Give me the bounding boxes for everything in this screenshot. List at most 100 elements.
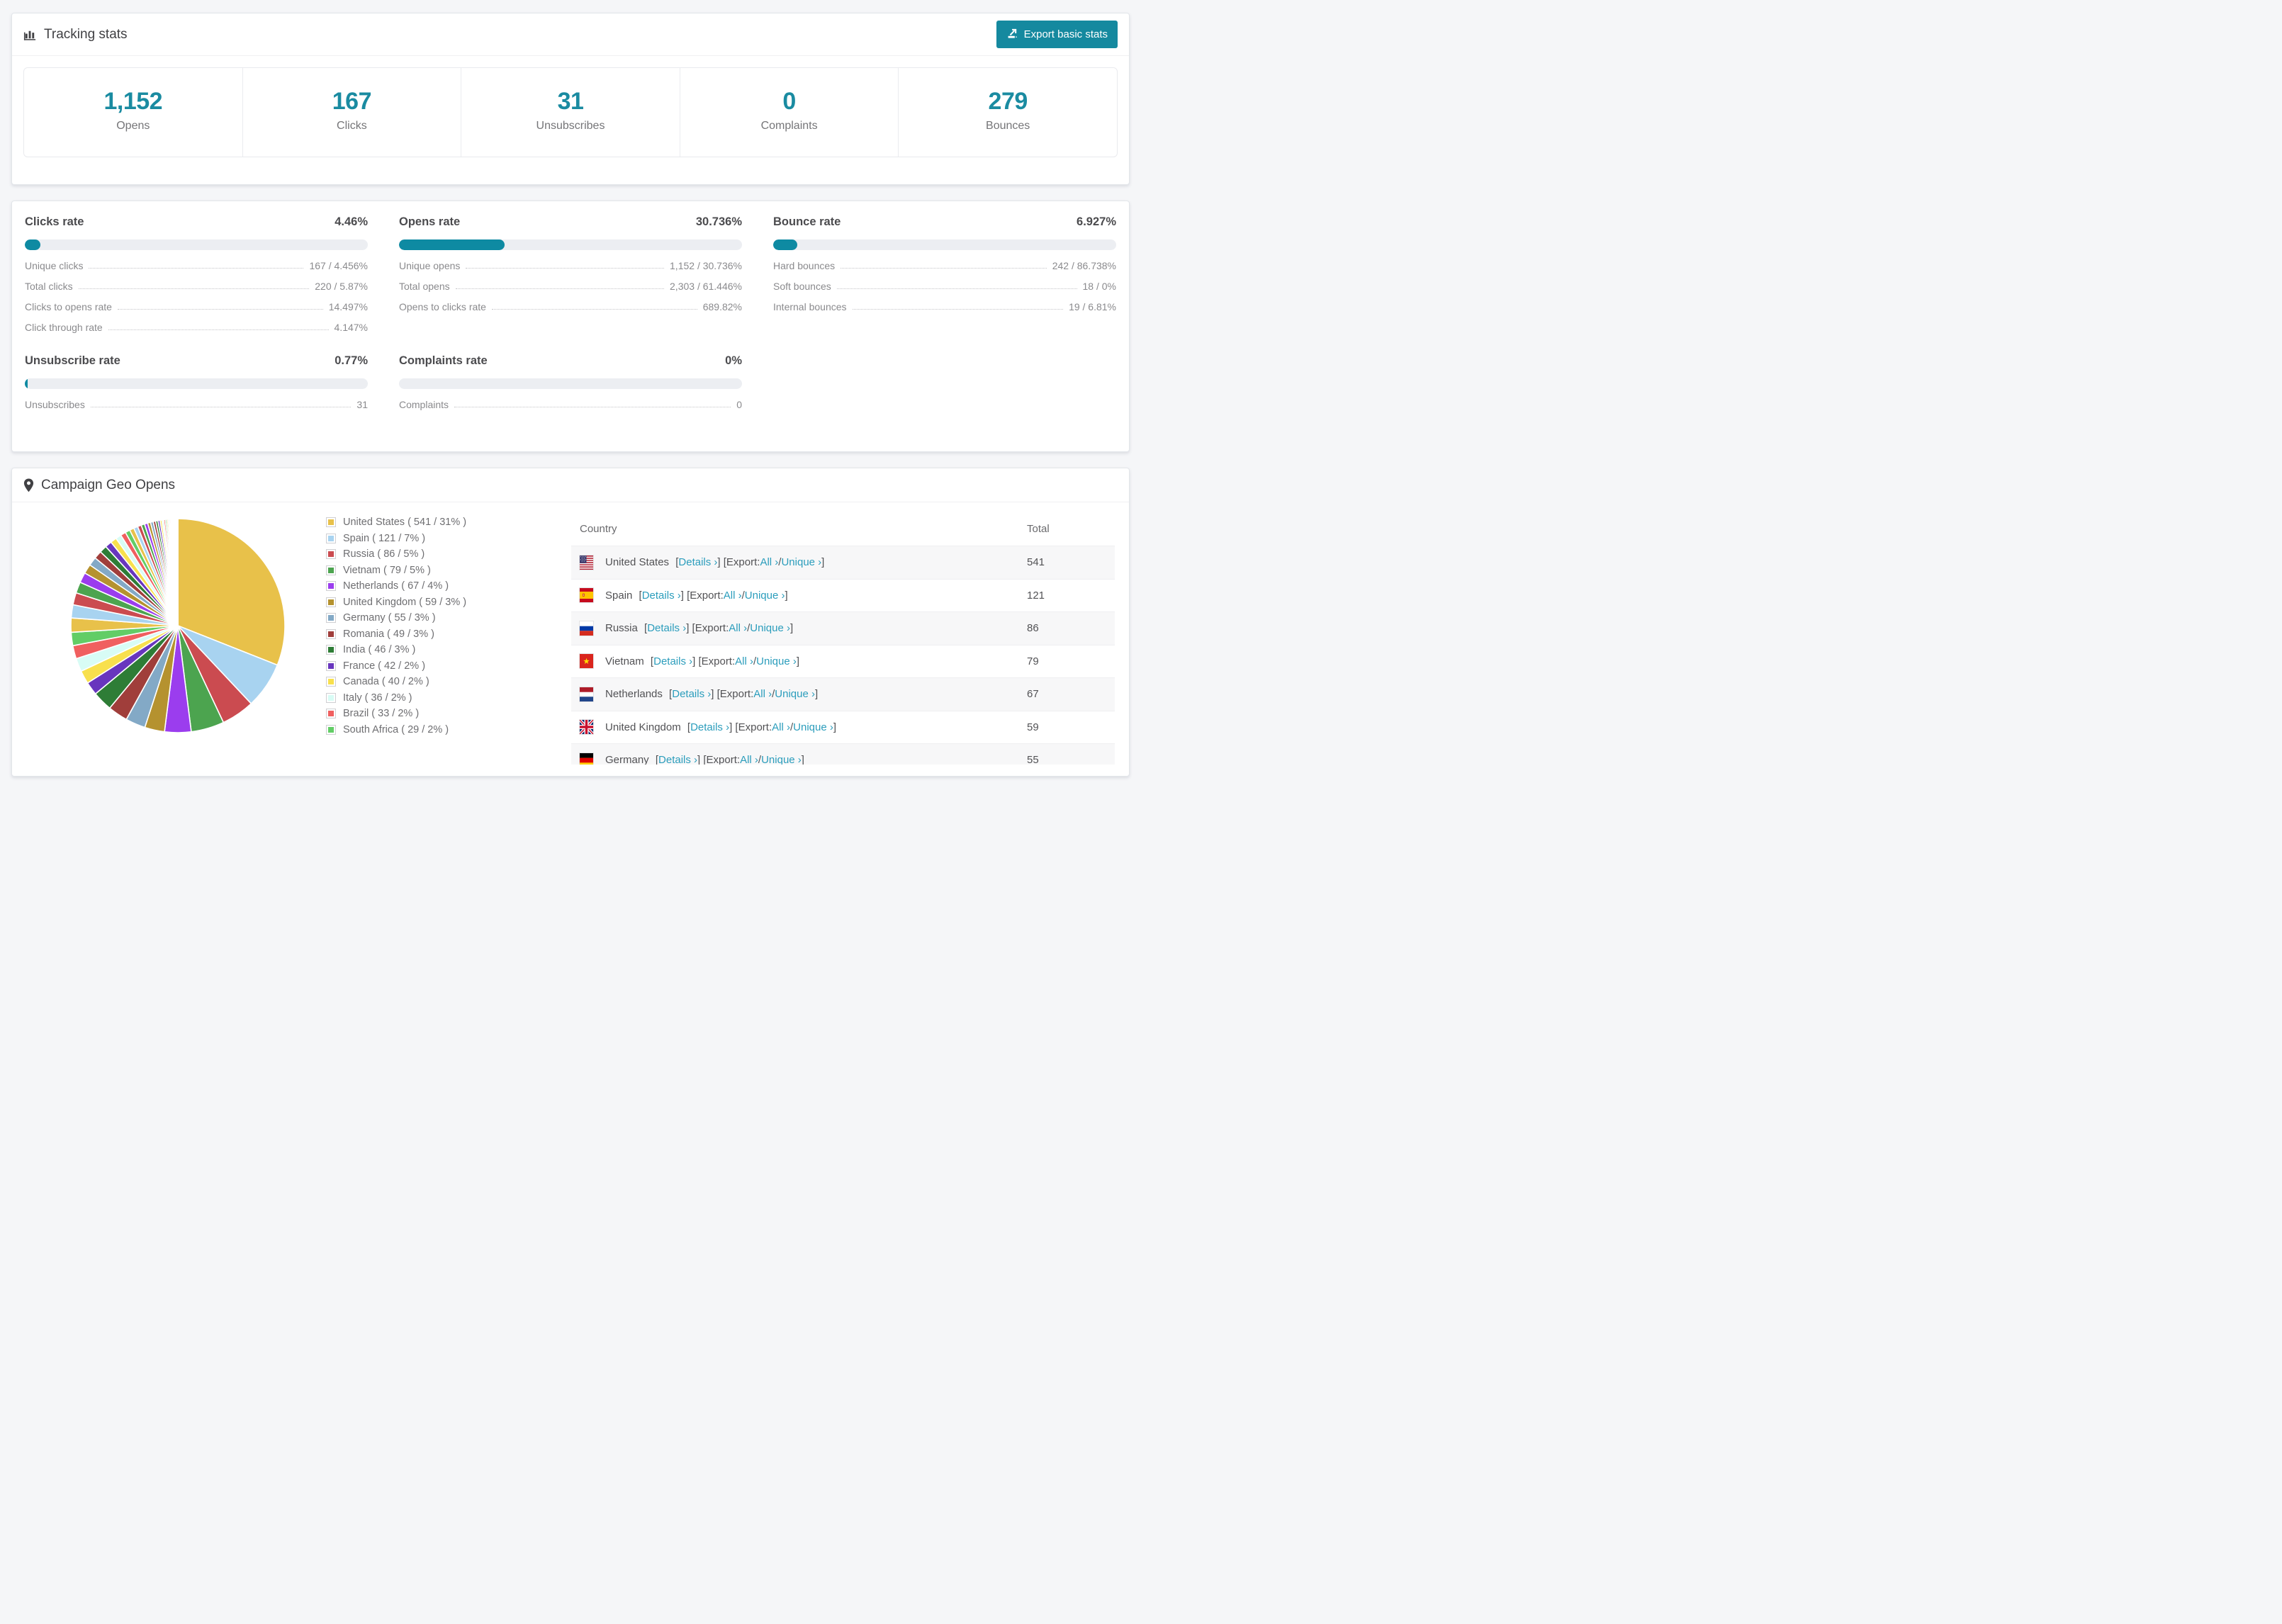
legend-item-united-states[interactable]: United States ( 541 / 31% ): [327, 517, 505, 528]
country-total: 55: [1027, 754, 1039, 765]
country-total: 541: [1027, 556, 1045, 569]
legend-item-romania[interactable]: Romania ( 49 / 3% ): [327, 628, 505, 640]
geo-opens-header: Campaign Geo Opens: [12, 468, 1129, 502]
dotted-leader: [836, 288, 1077, 289]
export-all-link[interactable]: All ›: [735, 655, 753, 667]
export-all-link[interactable]: All ›: [723, 589, 742, 602]
rate-section-complaints-rate: Complaints rate 0% Complaints 0: [399, 354, 742, 410]
legend-item-netherlands[interactable]: Netherlands ( 67 / 4% ): [327, 580, 505, 592]
details-link[interactable]: Details ›: [672, 688, 712, 701]
metric-value: 1,152 / 30.736%: [670, 260, 742, 271]
legend-label: Russia ( 86 / 5% ): [343, 548, 425, 560]
progress-bar: [25, 378, 368, 389]
rate-title: Complaints rate: [399, 354, 488, 367]
country-total: 59: [1027, 721, 1039, 733]
export-unique-link[interactable]: Unique ›: [781, 556, 822, 569]
legend-item-india[interactable]: India ( 46 / 3% ): [327, 644, 505, 655]
flag-russia-icon: [580, 621, 593, 636]
metric-label: Unsubscribes: [25, 399, 85, 410]
legend-label: India ( 46 / 3% ): [343, 644, 416, 655]
export-basic-stats-button[interactable]: Export basic stats: [996, 21, 1118, 48]
metric-row: Opens to clicks rate 689.82%: [399, 301, 742, 312]
column-header-total: Total: [1027, 523, 1050, 535]
metric-row: Complaints 0: [399, 399, 742, 410]
stat-box-complaints: 0 Complaints: [679, 68, 899, 157]
pie-slice-other: [176, 518, 179, 626]
rate-value: 0%: [725, 354, 742, 367]
flag-spain-icon: [580, 588, 593, 603]
page-title: Tracking stats: [44, 26, 128, 42]
legend-swatch: [327, 550, 335, 558]
details-link[interactable]: Details ›: [690, 721, 730, 733]
legend-item-vietnam[interactable]: Vietnam ( 79 / 5% ): [327, 565, 505, 576]
metric-value: 31: [356, 399, 368, 410]
details-link[interactable]: Details ›: [641, 589, 681, 602]
flag-united-kingdom-icon: [580, 720, 593, 735]
dotted-leader: [89, 268, 304, 269]
geo-table-header: Country Total: [571, 512, 1115, 546]
country-total: 79: [1027, 655, 1039, 667]
export-unique-link[interactable]: Unique ›: [775, 688, 815, 701]
legend-item-italy[interactable]: Italy ( 36 / 2% ): [327, 692, 505, 704]
metric-row: Total clicks 220 / 5.87%: [25, 281, 368, 292]
export-unique-link[interactable]: Unique ›: [761, 754, 802, 765]
details-link[interactable]: Details ›: [647, 622, 687, 635]
export-all-link[interactable]: All ›: [772, 721, 790, 733]
legend-label: Brazil ( 33 / 2% ): [343, 708, 420, 719]
stat-label: Bounces: [986, 120, 1030, 132]
details-link[interactable]: Details ›: [658, 754, 698, 765]
dotted-leader: [466, 268, 665, 269]
details-link[interactable]: Details ›: [653, 655, 693, 667]
stat-box-clicks: 167 Clicks: [242, 68, 461, 157]
export-all-link[interactable]: All ›: [760, 556, 779, 569]
rate-value: 0.77%: [335, 354, 368, 367]
country-name: United Kingdom: [605, 721, 681, 733]
metric-label: Internal bounces: [773, 301, 847, 312]
metric-value: 0: [736, 399, 742, 410]
legend-item-canada[interactable]: Canada ( 40 / 2% ): [327, 676, 505, 687]
legend-item-united-kingdom[interactable]: United Kingdom ( 59 / 3% ): [327, 597, 505, 608]
rate-section-opens-rate: Opens rate 30.736% Unique opens 1,152 / 30.…: [399, 215, 742, 333]
export-unique-link[interactable]: Unique ›: [756, 655, 797, 667]
stat-value: 167: [332, 88, 372, 115]
stat-value: 31: [557, 88, 584, 115]
export-unique-link[interactable]: Unique ›: [744, 589, 785, 602]
legend-item-brazil[interactable]: Brazil ( 33 / 2% ): [327, 708, 505, 719]
metric-label: Unique opens: [399, 260, 461, 271]
rate-section-clicks-rate: Clicks rate 4.46% Unique clicks 167 / 4.456…: [25, 215, 368, 333]
stat-label: Complaints: [760, 120, 818, 132]
export-all-link[interactable]: All ›: [740, 754, 758, 765]
metric-row: Unique opens 1,152 / 30.736%: [399, 260, 742, 271]
tracking-stats-card: Tracking stats Export basic stats 1,152 O…: [11, 13, 1130, 185]
metric-row: Click through rate 4.147%: [25, 322, 368, 333]
export-all-link[interactable]: All ›: [753, 688, 772, 701]
legend-item-south-africa[interactable]: South Africa ( 29 / 2% ): [327, 724, 505, 735]
details-link[interactable]: Details ›: [678, 556, 718, 569]
export-unique-link[interactable]: Unique ›: [750, 622, 790, 635]
metric-value: 220 / 5.87%: [315, 281, 368, 292]
rate-title: Opens rate: [399, 215, 461, 228]
metric-label: Total opens: [399, 281, 450, 292]
bar-chart-icon: [23, 28, 37, 41]
legend-item-russia[interactable]: Russia ( 86 / 5% ): [327, 548, 505, 560]
progress-bar: [25, 239, 368, 250]
legend-item-france[interactable]: France ( 42 / 2% ): [327, 660, 505, 672]
legend-label: Germany ( 55 / 3% ): [343, 612, 436, 624]
metric-label: Complaints: [399, 399, 449, 410]
stats-row: 1,152 Opens 167 Clicks 31 Unsubscribes 0 Compla…: [23, 67, 1118, 157]
table-row-netherlands: Netherlands [Details ›] [Export: All › /…: [571, 677, 1115, 711]
export-unique-link[interactable]: Unique ›: [793, 721, 833, 733]
legend-swatch: [327, 582, 335, 590]
metric-value: 4.147%: [334, 322, 368, 333]
legend-item-germany[interactable]: Germany ( 55 / 3% ): [327, 612, 505, 624]
legend-label: Netherlands ( 67 / 4% ): [343, 580, 449, 592]
rate-value: 6.927%: [1077, 215, 1116, 228]
rate-title: Unsubscribe rate: [25, 354, 120, 367]
legend-item-spain[interactable]: Spain ( 121 / 7% ): [327, 533, 505, 544]
metric-row: Hard bounces 242 / 86.738%: [773, 260, 1116, 271]
metric-value: 18 / 0%: [1082, 281, 1116, 292]
export-all-link[interactable]: All ›: [729, 622, 748, 635]
legend-swatch: [327, 534, 335, 543]
legend-swatch: [327, 597, 335, 607]
geo-opens-card: Campaign Geo Opens United States ( 541 /…: [11, 468, 1130, 777]
